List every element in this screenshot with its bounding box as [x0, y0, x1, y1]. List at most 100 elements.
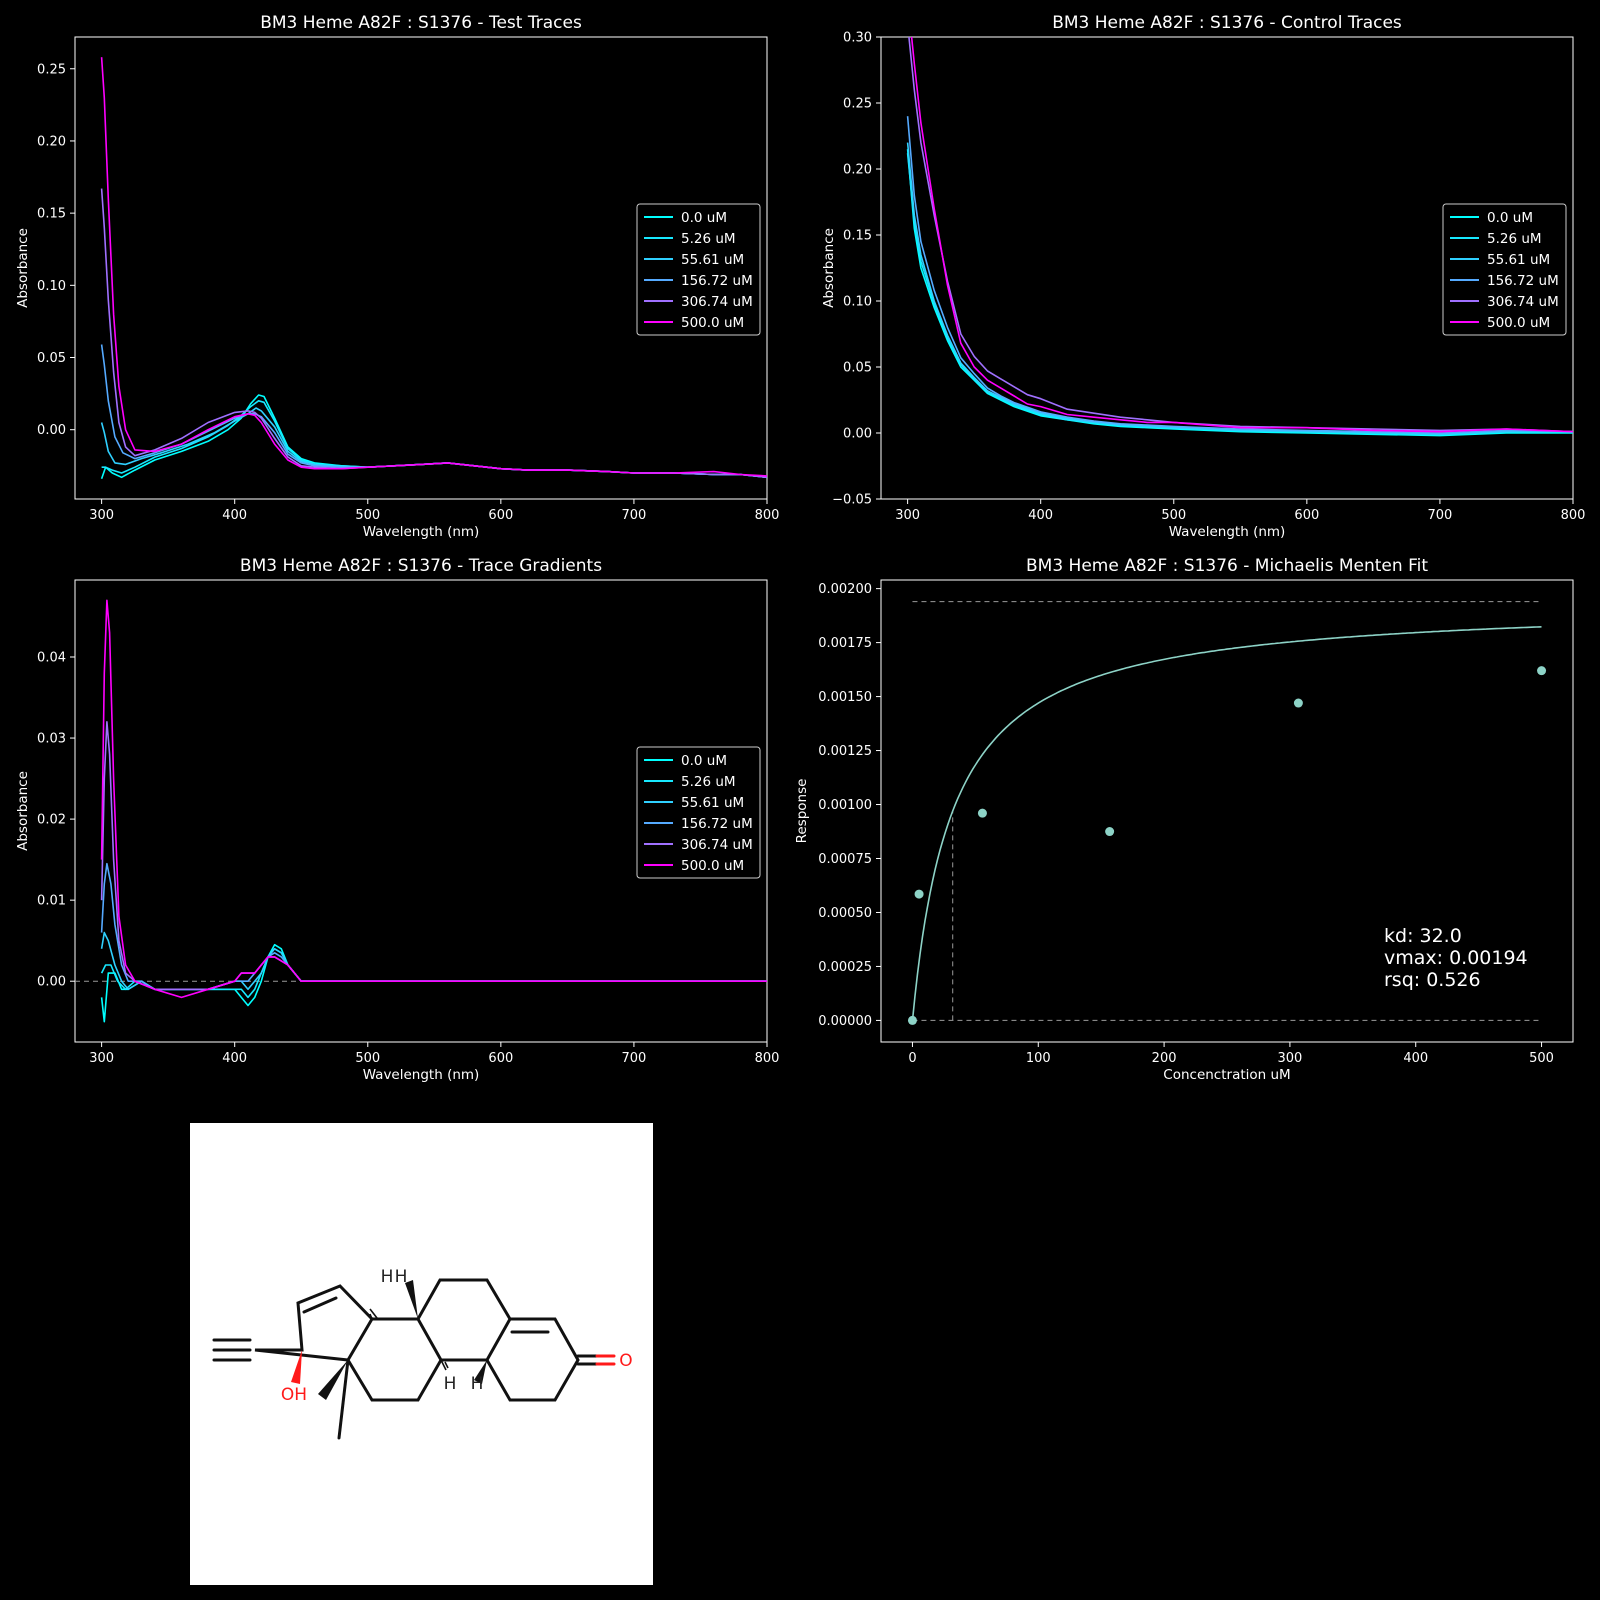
legend-entry-5: 500.0 uM [1487, 315, 1550, 331]
legend-box [1442, 203, 1567, 336]
legend-entry-3: 156.72 uM [1487, 273, 1559, 289]
data-point-4 [1293, 698, 1303, 708]
y-tick-label: 0.04 [37, 651, 66, 666]
control-traces-panel: BM3 Heme A82F : S1376 - Control Traces Wa… [821, 13, 1585, 540]
data-point-1 [914, 889, 924, 899]
structure-background [190, 1123, 653, 1585]
test-traces-panel: BM3 Heme A82F : S1376 - Test Traces Wavel… [15, 13, 779, 540]
y-tick-label: 0.00075 [818, 852, 872, 867]
fit-annotation-1: vmax: 0.00194 [1384, 947, 1528, 969]
series-line-1 [100, 948, 767, 999]
michaelis-menten-panel: BM3 Heme A82F : S1376 - Michaelis Menten… [794, 556, 1574, 1083]
plot-area [907, 601, 1547, 1025]
x-axis-label: Wavelength (nm) [363, 1067, 480, 1083]
legend-entry-3: 156.72 uM [681, 816, 753, 832]
y-tick-label: 0.25 [37, 62, 66, 77]
y-tick-label: 0.15 [843, 229, 872, 244]
fit-annotation-0: kd: 32.0 [1384, 925, 1462, 947]
legend-entry-2: 55.61 uM [1487, 252, 1550, 268]
series-line-2 [906, 142, 1573, 436]
x-axis-label: Wavelength (nm) [363, 524, 480, 540]
atom-label-h3: H [444, 1374, 457, 1394]
y-tick-label: 0.20 [843, 163, 872, 178]
plot-area [100, 57, 767, 480]
x-tick-label: 300 [895, 508, 920, 523]
data-point-0 [907, 1015, 917, 1025]
y-tick-label: 0.10 [37, 279, 66, 294]
y-axis-label: Response [794, 779, 810, 844]
wedge-bond-h-lower [474, 1360, 487, 1384]
chart-title: BM3 Heme A82F : S1376 - Test Traces [260, 13, 582, 33]
y-tick-label: 0.02 [37, 813, 66, 828]
y-tick-label: −0.05 [832, 493, 872, 508]
y-tick-label: 0.10 [843, 295, 872, 310]
x-tick-label: 400 [222, 508, 247, 523]
x-tick-label: 700 [1428, 508, 1453, 523]
y-tick-label: 0.00 [37, 975, 66, 990]
plot-frame [74, 579, 768, 1043]
fit-annotation-2: rsq: 0.526 [1384, 969, 1481, 991]
ketone-bond [595, 1354, 616, 1366]
x-tick-label: 500 [355, 508, 380, 523]
x-tick-label: 400 [222, 1051, 247, 1066]
fit-curve [911, 626, 1542, 1021]
x-tick-label: 300 [1277, 1051, 1302, 1066]
wedge-bond-h [405, 1280, 418, 1319]
series-line-5 [910, 37, 1573, 433]
plot-frame [74, 36, 768, 500]
series-line-3 [906, 116, 1573, 434]
series-line-2 [100, 407, 767, 479]
x-tick-label: 300 [89, 1051, 114, 1066]
x-tick-label: 700 [622, 508, 647, 523]
wedge-bond-ethyl [318, 1360, 348, 1400]
y-tick-label: 0.05 [37, 351, 66, 366]
y-tick-label: 0.00200 [818, 582, 872, 597]
atom-label-h2: H [395, 1267, 408, 1287]
series-line-3 [100, 862, 767, 991]
atom-label-oh: OH [281, 1385, 307, 1405]
x-tick-label: 400 [1028, 508, 1053, 523]
y-tick-label: 0.00 [843, 427, 872, 442]
series-line-5 [100, 57, 767, 477]
plot-frame [880, 36, 1574, 500]
x-tick-label: 300 [89, 508, 114, 523]
legend-box [636, 746, 761, 879]
y-tick-label: 0.00050 [818, 906, 872, 921]
legend-entry-1: 5.26 uM [681, 774, 736, 790]
legend-entry-1: 5.26 uM [1487, 231, 1542, 247]
legend-box [636, 203, 761, 336]
x-tick-label: 700 [622, 1051, 647, 1066]
y-tick-label: 0.00125 [818, 744, 872, 759]
y-tick-label: 0.00100 [818, 798, 872, 813]
legend-entry-1: 5.26 uM [681, 231, 736, 247]
y-tick-label: 0.00 [37, 423, 66, 438]
chart-title: BM3 Heme A82F : S1376 - Control Traces [1052, 13, 1402, 33]
y-tick-label: 0.05 [843, 361, 872, 376]
trace-gradients-panel: BM3 Heme A82F : S1376 - Trace Gradients W… [15, 556, 779, 1083]
legend-entry-0: 0.0 uM [1487, 210, 1533, 226]
data-point-3 [1105, 827, 1115, 837]
chart-title: BM3 Heme A82F : S1376 - Trace Gradients [240, 556, 602, 576]
data-point-5 [1537, 666, 1547, 676]
y-tick-label: 0.25 [843, 97, 872, 112]
x-tick-label: 100 [1026, 1051, 1051, 1066]
x-tick-label: 500 [1161, 508, 1186, 523]
x-tick-label: 800 [755, 508, 780, 523]
y-axis-label: Absorbance [15, 771, 31, 851]
plot-area [75, 599, 767, 1023]
y-axis-label: Absorbance [821, 228, 837, 308]
chart-title: BM3 Heme A82F : S1376 - Michaelis Menten… [1026, 556, 1428, 576]
y-tick-label: 0.00000 [818, 1014, 872, 1029]
legend-entry-4: 306.74 uM [681, 294, 753, 310]
legend-entry-4: 306.74 uM [1487, 294, 1559, 310]
legend-entry-0: 0.0 uM [681, 210, 727, 226]
data-point-2 [977, 808, 987, 818]
y-axis-label: Absorbance [15, 228, 31, 308]
x-tick-label: 400 [1403, 1051, 1428, 1066]
y-tick-label: 0.30 [843, 31, 872, 46]
series-line-0 [100, 943, 767, 1023]
y-tick-label: 0.03 [37, 732, 66, 747]
wedge-bond-oh [291, 1350, 302, 1384]
legend-entry-2: 55.61 uM [681, 795, 744, 811]
atom-label-h1: H [381, 1267, 394, 1287]
